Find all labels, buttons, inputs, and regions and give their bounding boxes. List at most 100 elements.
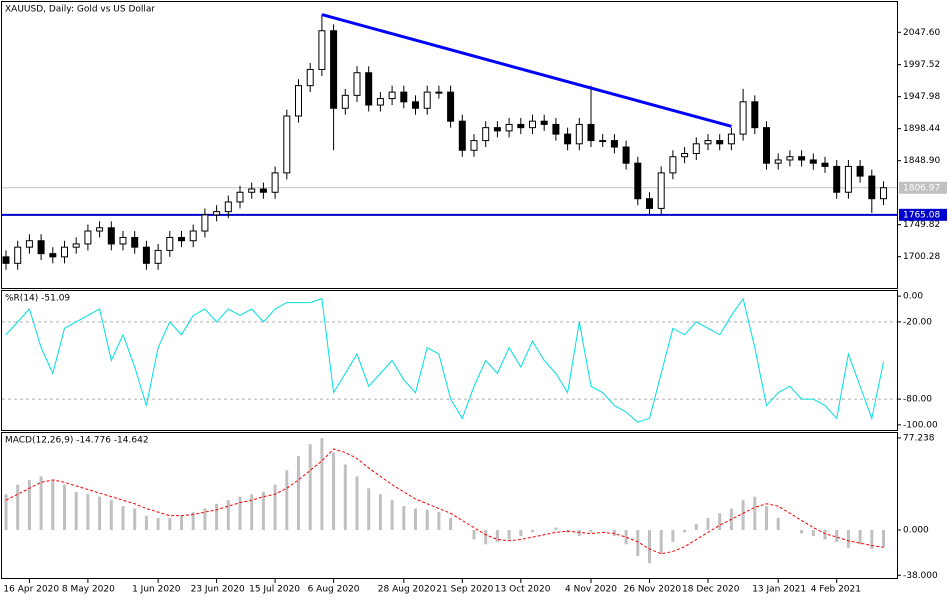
candle-body	[154, 249, 162, 264]
macd-bar	[86, 494, 90, 530]
candle-body	[353, 72, 361, 96]
macd-bar	[472, 529, 476, 540]
candle-body	[798, 156, 806, 161]
macd-bar	[238, 496, 242, 530]
macd-bar	[414, 508, 417, 530]
macd-bar	[320, 438, 324, 530]
candle-body	[833, 165, 841, 193]
macd-bar	[671, 529, 675, 542]
x-tick-label: 4 Feb 2021	[811, 585, 861, 595]
x-tick-label: 4 Nov 2020	[565, 585, 617, 595]
macd-bar	[835, 529, 839, 542]
candle-body	[751, 101, 759, 129]
macd-bar	[425, 509, 429, 530]
macd-bar	[261, 491, 265, 530]
candle-body	[236, 191, 244, 203]
y-tick-label: 2047.60	[903, 28, 940, 38]
macd-bar	[390, 500, 394, 530]
candle-body	[599, 140, 607, 143]
candle-body	[669, 156, 677, 174]
candle-body	[224, 201, 232, 213]
macd-bar	[367, 488, 371, 530]
macd-bar	[823, 529, 827, 540]
candle-body	[96, 227, 104, 232]
candle-body	[505, 123, 513, 132]
current-price-label: 1806.97	[903, 183, 940, 193]
y-tick-label: 0.00	[903, 292, 923, 302]
macd-panel	[1, 432, 898, 579]
candle-body	[412, 101, 419, 109]
y-tick-label: 0.000	[903, 525, 929, 535]
y-tick-label: 1898.44	[903, 124, 940, 134]
candle-body	[739, 101, 747, 135]
macd-bar	[636, 529, 640, 557]
candle-body	[376, 98, 384, 106]
macd-bar	[250, 494, 254, 530]
macd-bar	[858, 529, 862, 545]
candle-body	[482, 127, 490, 142]
x-tick-label: 15 Jul 2020	[249, 585, 300, 595]
candle-body	[201, 214, 209, 232]
macd-bar	[273, 484, 277, 530]
candle-body	[248, 188, 256, 193]
candle-body	[704, 140, 712, 145]
y-tick-label: 1997.52	[903, 60, 940, 70]
candle-body	[774, 159, 782, 164]
macd-bar	[846, 529, 850, 548]
candle-body	[880, 187, 887, 200]
candle-body	[716, 140, 724, 145]
candle-body	[271, 172, 279, 193]
indicator-title: %R(14) -51.09	[5, 294, 70, 304]
candle-body	[330, 30, 338, 109]
candle-body	[610, 140, 618, 148]
candle-body	[84, 230, 92, 245]
x-tick-label: 1 Jun 2020	[132, 585, 181, 595]
macd-bar	[39, 476, 43, 530]
y-tick-label: 1700.28	[903, 252, 940, 262]
candle-body	[166, 236, 174, 251]
macd-bar	[437, 512, 441, 530]
x-tick-label: 13 Oct 2020	[495, 585, 551, 595]
macd-bar	[449, 518, 453, 530]
x-tick-label: 13 Jan 2021	[752, 585, 806, 595]
x-tick-label: 16 Apr 2020	[3, 585, 59, 595]
macd-bar	[800, 529, 804, 534]
macd-bar	[203, 508, 207, 530]
chart-title: XAUUSD, Daily: Gold vs US Dollar	[5, 5, 155, 15]
y-tick-label: 77.238	[903, 433, 935, 443]
macd-bar	[694, 524, 698, 530]
x-tick-label: 8 May 2020	[62, 585, 115, 595]
candle-body	[107, 227, 115, 245]
candle-body	[727, 133, 735, 145]
candle-body	[646, 198, 653, 209]
hline-label: 1765.08	[903, 210, 940, 220]
macd-bar	[811, 529, 815, 536]
macd-bar	[121, 506, 125, 530]
candle-body	[423, 91, 431, 109]
candle-body	[809, 159, 817, 164]
candle-body	[529, 120, 536, 129]
indicator-title: MACD(12,26,9) -14.776 -14.642	[5, 436, 149, 446]
candle-body	[259, 188, 267, 193]
candle-body	[61, 246, 68, 258]
candle-body	[657, 172, 665, 209]
candle-body	[540, 120, 548, 125]
macd-bar	[180, 515, 183, 530]
candle-body	[458, 120, 466, 151]
candle-body	[564, 133, 572, 145]
macd-bar	[355, 476, 359, 530]
macd-bar	[4, 494, 8, 530]
macd-bar	[378, 494, 382, 530]
macd-bar	[156, 518, 160, 530]
macd-bar	[882, 529, 885, 548]
candle-body	[493, 127, 501, 132]
candle-body	[681, 152, 689, 158]
candle-body	[49, 253, 57, 258]
macd-bar	[519, 529, 523, 536]
candle-body	[131, 236, 139, 248]
macd-bar	[495, 529, 499, 542]
macd-bar	[51, 479, 55, 530]
candle-body	[552, 123, 560, 135]
macd-bar	[332, 452, 336, 530]
